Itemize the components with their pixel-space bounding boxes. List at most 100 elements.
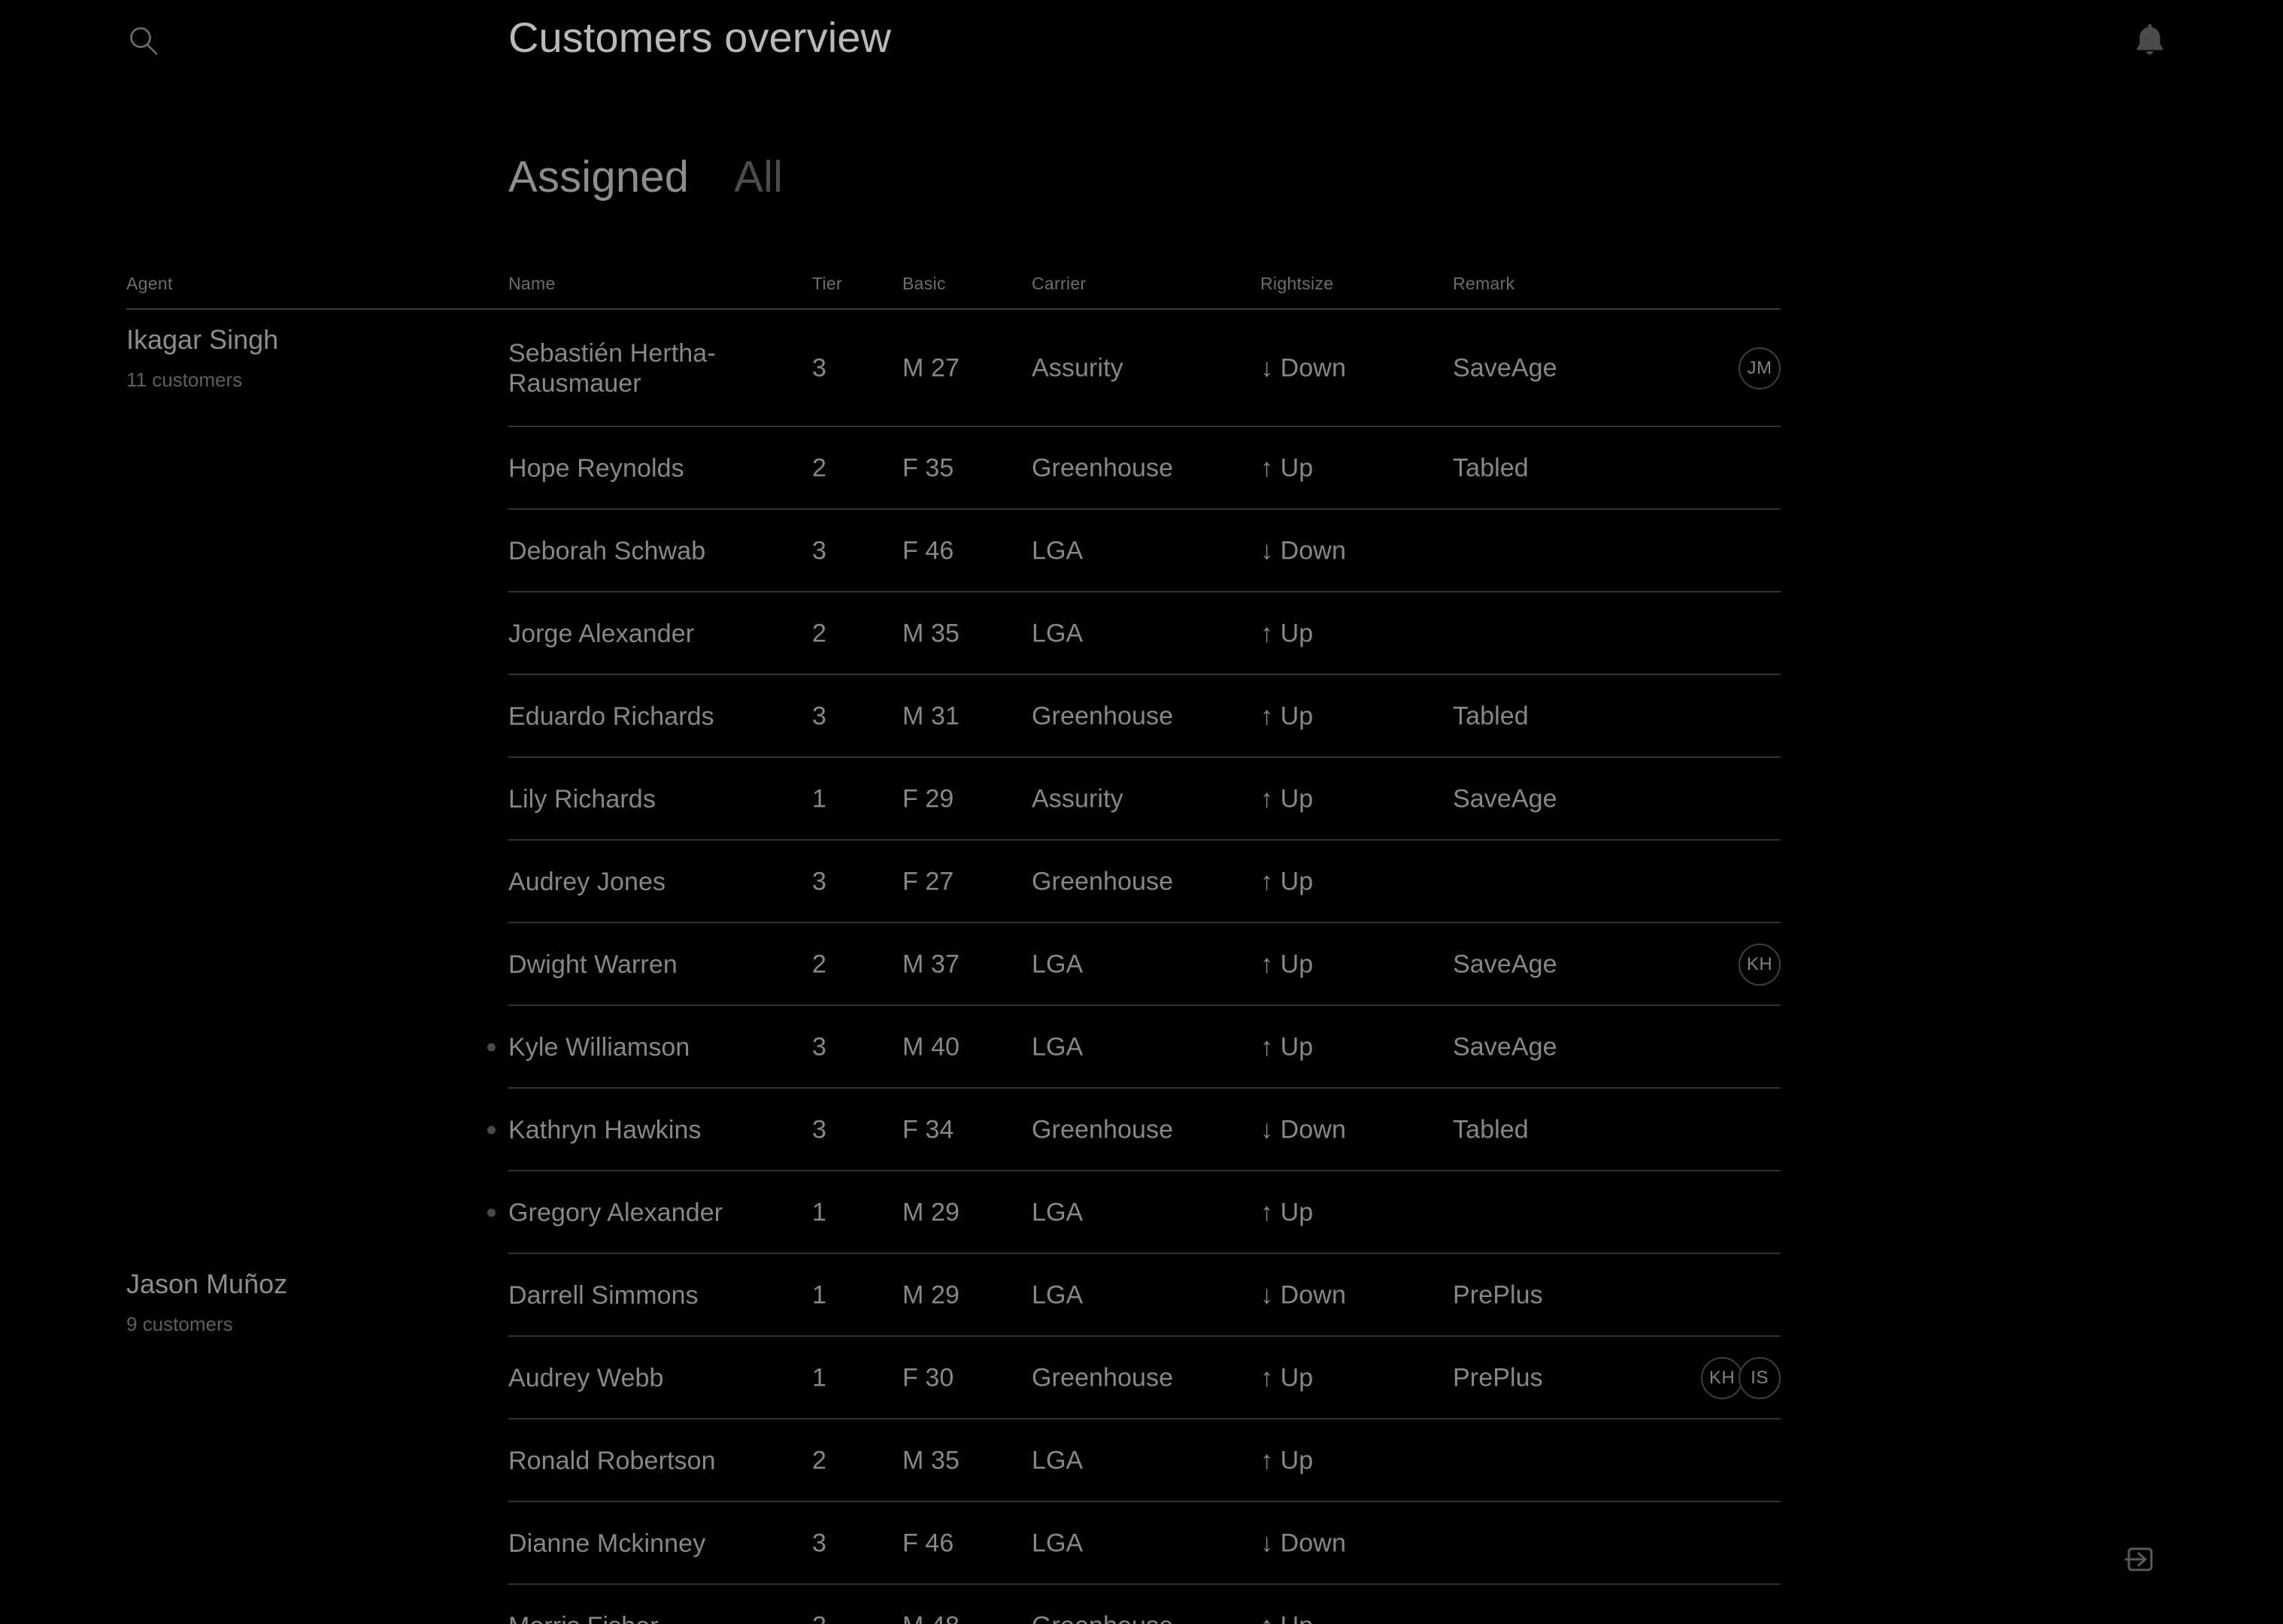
table-row[interactable]: Deborah Schwab 3 F 46 LGA ↓ Down: [0, 510, 2283, 592]
table-row[interactable]: Morris Fisher 2 M 48 Greenhouse ↑ Up: [0, 1585, 2283, 1624]
column-header-carrier: Carrier: [1032, 274, 1087, 293]
cell-rightsize: ↑ Up: [1260, 950, 1314, 979]
search-icon[interactable]: [126, 24, 161, 59]
table-row[interactable]: Darrell Simmons 1 M 29 LGA ↓ Down PrePlus: [0, 1254, 2283, 1337]
cell-name: Morris Fisher: [508, 1611, 659, 1624]
cell-rightsize: ↓ Down: [1260, 1529, 1346, 1558]
cell-carrier: Greenhouse: [1032, 1115, 1174, 1144]
agent-group-header[interactable]: Ikagar Singh 11 customers: [126, 326, 547, 392]
row-divider: [508, 1583, 1781, 1585]
row-status-dot: [487, 1043, 496, 1052]
view-tabs: Assigned All: [508, 152, 783, 202]
table-row[interactable]: Dianne Mckinney 3 F 46 LGA ↓ Down: [0, 1502, 2283, 1585]
row-divider: [508, 1501, 1781, 1502]
cell-remark: SaveAge: [1453, 950, 1557, 979]
cell-rightsize: ↑ Up: [1260, 1446, 1314, 1475]
row-divider: [508, 756, 1781, 758]
cell-name: Jorge Alexander: [508, 619, 695, 648]
cell-carrier: Assurity: [1032, 784, 1123, 814]
column-headers: Agent Name Tier Basic Carrier Rightsize …: [0, 274, 2283, 308]
cell-tier: 1: [812, 784, 827, 814]
avatar-group: KH: [1739, 944, 1781, 986]
cell-rightsize: ↑ Up: [1260, 1612, 1313, 1624]
cell-basic: F 29: [902, 784, 954, 814]
table-row[interactable]: Dwight Warren 2 M 37 LGA ↑ Up SaveAge KH: [0, 923, 2283, 1006]
cell-carrier: Greenhouse: [1032, 453, 1174, 483]
cell-remark: SaveAge: [1453, 784, 1557, 814]
cell-carrier: LGA: [1032, 1280, 1084, 1310]
cell-carrier: Greenhouse: [1032, 867, 1174, 896]
avatar[interactable]: IS: [1739, 1357, 1781, 1399]
cell-tier: 3: [812, 536, 827, 565]
row-divider: [508, 922, 1781, 923]
tab-assigned[interactable]: Assigned: [508, 153, 690, 201]
cell-tier: 1: [812, 1280, 827, 1310]
row-divider: [508, 674, 1781, 675]
cell-name: Audrey Webb: [508, 1363, 664, 1392]
cell-carrier: Assurity: [1032, 353, 1123, 383]
cell-rightsize: ↑ Up: [1260, 1363, 1314, 1392]
table-row[interactable]: Hope Reynolds 2 F 35 Greenhouse ↑ Up Tabled: [0, 427, 2283, 510]
cell-basic: F 27: [902, 867, 954, 896]
cell-tier: 3: [812, 867, 827, 896]
agent-group-header[interactable]: Jason Muñoz 9 customers: [126, 1271, 547, 1336]
table-row[interactable]: Ronald Robertson 2 M 35 LGA ↑ Up: [0, 1419, 2283, 1502]
cell-basic: F 46: [902, 1529, 954, 1558]
cell-name: Dianne Mckinney: [508, 1529, 706, 1558]
tab-all[interactable]: All: [734, 153, 784, 201]
table-row[interactable]: Sebastién Hertha-Rausmauer 3 M 27 Assurity ↓…: [0, 310, 2283, 427]
column-header-tier: Tier: [812, 274, 842, 293]
table-row[interactable]: Lily Richards 1 F 29 Assurity ↑ Up SaveAge: [0, 758, 2283, 841]
cell-rightsize: ↓ Down: [1260, 536, 1346, 565]
cell-tier: 1: [812, 1198, 827, 1227]
table-row[interactable]: Kathryn Hawkins 3 F 34 Greenhouse ↓ Down Tabl…: [0, 1089, 2283, 1171]
header-divider: [126, 308, 1781, 310]
cell-carrier: LGA: [1032, 1446, 1084, 1475]
top-bar: Customers overview: [0, 0, 2283, 90]
cell-rightsize: ↑ Up: [1260, 453, 1314, 483]
cell-name: Lily Richards: [508, 784, 656, 814]
row-divider: [508, 1335, 1781, 1337]
cell-name: Gregory Alexander: [508, 1198, 723, 1227]
cell-basic: M 37: [902, 950, 960, 979]
cell-basic: M 48: [902, 1612, 960, 1624]
cell-rightsize: ↓ Down: [1260, 1115, 1346, 1144]
cell-remark: PrePlus: [1453, 1363, 1543, 1392]
table-row[interactable]: Audrey Jones 3 F 27 Greenhouse ↑ Up: [0, 841, 2283, 923]
cell-rightsize: ↓ Down: [1260, 353, 1346, 383]
page-title: Customers overview: [508, 14, 892, 61]
column-header-rightsize: Rightsize: [1260, 274, 1334, 293]
avatar[interactable]: KH: [1739, 944, 1781, 986]
cell-carrier: LGA: [1032, 950, 1084, 979]
cell-name: Audrey Jones: [508, 867, 666, 896]
row-divider: [508, 508, 1781, 510]
row-divider: [508, 1418, 1781, 1419]
cell-basic: F 46: [902, 536, 954, 565]
cell-basic: M 40: [902, 1032, 960, 1062]
cell-carrier: LGA: [1032, 536, 1084, 565]
cell-rightsize: ↑ Up: [1260, 867, 1314, 896]
table-row[interactable]: Eduardo Richards 3 M 31 Greenhouse ↑ Up Table…: [0, 675, 2283, 758]
cell-name: Deborah Schwab: [508, 536, 706, 565]
table-row[interactable]: Kyle Williamson 3 M 40 LGA ↑ Up SaveAge: [0, 1006, 2283, 1089]
cell-carrier: LGA: [1032, 619, 1084, 648]
cell-tier: 2: [812, 950, 827, 979]
cell-name: Eduardo Richards: [508, 701, 714, 731]
avatar[interactable]: JM: [1739, 347, 1781, 389]
cell-tier: 3: [812, 1115, 827, 1144]
cell-rightsize: ↑ Up: [1260, 619, 1314, 648]
table-row[interactable]: Jorge Alexander 2 M 35 LGA ↑ Up: [0, 592, 2283, 675]
avatar[interactable]: KH: [1701, 1357, 1743, 1399]
cell-tier: 3: [812, 1529, 827, 1558]
row-divider: [508, 1253, 1781, 1254]
table-row[interactable]: Gregory Alexander 1 M 29 LGA ↑ Up: [0, 1171, 2283, 1254]
cell-rightsize: ↑ Up: [1260, 1032, 1314, 1062]
cell-rightsize: ↑ Up: [1260, 1198, 1314, 1227]
bell-icon[interactable]: [2133, 21, 2167, 59]
table-row[interactable]: Audrey Webb 1 F 30 Greenhouse ↑ Up PrePlus KH I…: [0, 1337, 2283, 1419]
agent-name: Ikagar Singh: [126, 324, 279, 355]
cell-basic: M 35: [902, 1446, 960, 1475]
cell-tier: 3: [812, 1032, 827, 1062]
login-icon[interactable]: [2124, 1541, 2160, 1577]
